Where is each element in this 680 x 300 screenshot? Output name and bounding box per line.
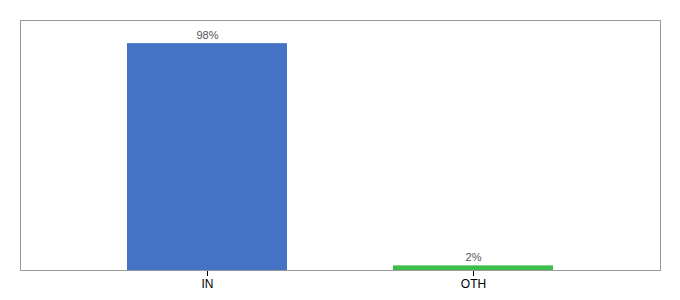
svg-text:OTH: OTH (461, 277, 486, 291)
svg-text:98%: 98% (196, 29, 218, 41)
svg-text:2%: 2% (466, 251, 482, 263)
svg-text:IN: IN (202, 277, 214, 291)
